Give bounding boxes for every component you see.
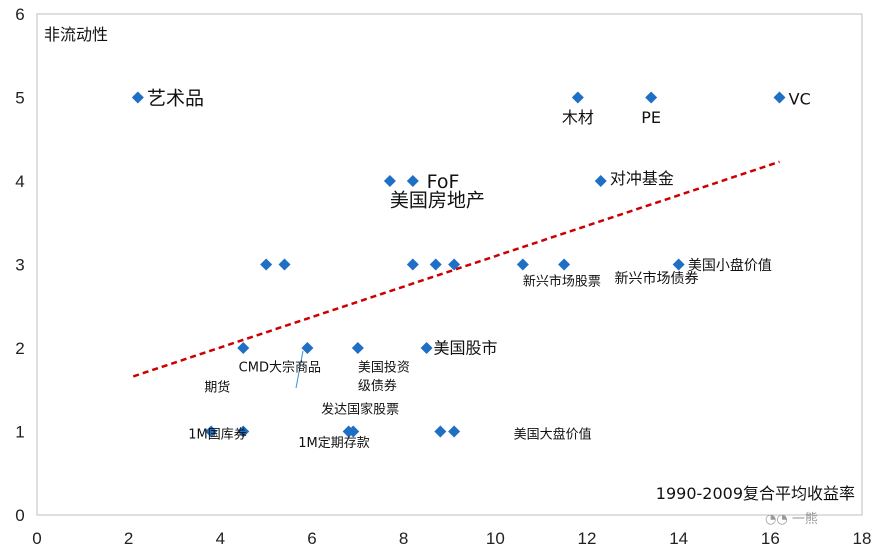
point-annotation: 1M国库券: [188, 427, 247, 443]
data-point: [645, 91, 658, 104]
data-point: [434, 425, 447, 438]
x-tick-label: 10: [486, 529, 505, 548]
data-point: [773, 91, 786, 104]
point-annotation: 美国投资: [358, 360, 410, 376]
data-point: [205, 425, 218, 438]
point-annotation: 1M定期存款: [298, 436, 370, 451]
x-tick-label: 2: [124, 529, 133, 548]
point-annotation: 新兴市场股票: [523, 274, 601, 290]
point-annotation: 美国房地产: [390, 189, 485, 211]
x-tick-label: 6: [307, 529, 316, 548]
watermark-text: 一熊: [791, 512, 818, 527]
point-annotation: 对冲基金: [610, 169, 674, 188]
data-point: [429, 258, 442, 271]
data-point: [351, 342, 364, 354]
point-annotation: 美国大盘价值: [514, 427, 592, 443]
y-tick-label: 2: [15, 339, 24, 358]
data-point: [237, 342, 250, 354]
y-tick-label: 4: [15, 172, 24, 191]
data-point: [237, 425, 250, 438]
data-point: [406, 258, 419, 271]
point-annotation: 木材: [562, 108, 594, 127]
x-tick-label: 0: [32, 529, 41, 548]
x-tick-label: 12: [578, 529, 597, 548]
y-tick-label: 1: [15, 423, 24, 442]
point-annotation: CMD大宗商品: [239, 360, 321, 376]
point-annotation: FoF: [427, 171, 460, 193]
y-tick-label: 3: [15, 256, 24, 275]
data-point: [278, 258, 291, 271]
point-annotation: 级债券: [358, 378, 397, 394]
x-axis-label: 1990-2009复合平均收益率: [656, 484, 855, 503]
data-point: [594, 175, 607, 187]
data-point: [131, 91, 144, 104]
leader-line: [295, 350, 304, 389]
point-annotation: 美国小盘价值: [688, 257, 772, 274]
data-point: [448, 425, 461, 438]
data-point: [301, 342, 314, 354]
watermark: ◔◔ 一熊: [765, 508, 818, 527]
point-annotation: 新兴市场债券: [615, 270, 699, 287]
point-annotation: VC: [789, 90, 811, 109]
x-tick-label: 18: [853, 529, 872, 548]
data-point: [260, 258, 273, 271]
x-tick-label: 8: [399, 529, 408, 548]
point-annotation: 美国股市: [433, 338, 497, 357]
data-point: [347, 425, 360, 438]
y-tick-label: 5: [15, 89, 24, 108]
point-annotation: PE: [641, 108, 661, 127]
y-tick-label: 0: [15, 506, 24, 525]
data-point: [558, 258, 571, 271]
wechat-icon: ◔◔: [765, 512, 788, 527]
point-annotation: 期货: [204, 380, 230, 396]
data-point: [571, 91, 584, 104]
plot-frame: [36, 13, 863, 516]
point-annotation: 艺术品: [147, 88, 204, 110]
data-point: [420, 342, 433, 354]
data-point: [406, 175, 419, 187]
data-point: [448, 258, 461, 271]
data-point: [383, 175, 396, 187]
x-tick-label: 14: [669, 529, 688, 548]
x-tick-label: 16: [761, 529, 780, 548]
data-point: [516, 258, 529, 271]
data-point: [672, 258, 685, 271]
point-annotation: 发达国家股票: [321, 401, 399, 417]
trend-line: [132, 160, 780, 378]
y-tick-label: 6: [15, 5, 24, 24]
y-axis-label: 非流动性: [44, 25, 108, 44]
x-tick-label: 4: [216, 529, 225, 548]
